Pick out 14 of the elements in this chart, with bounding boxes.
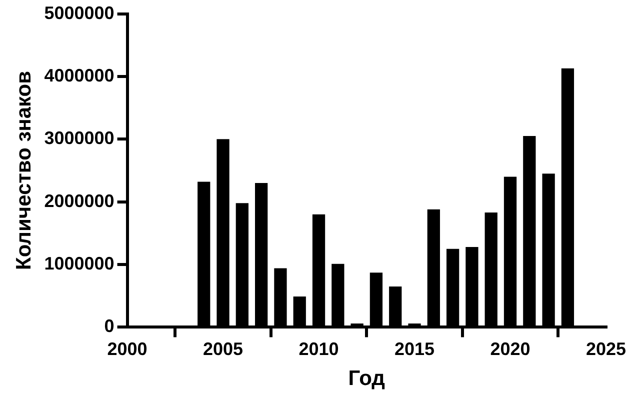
y-tick-label: 3000000: [44, 128, 114, 148]
x-tick-label: 2020: [490, 338, 530, 359]
y-tick-label: 4000000: [44, 65, 114, 86]
x-tick-label: 2005: [202, 338, 244, 359]
y-axis-title: Количество знаков: [12, 70, 36, 270]
y-tick-label: 2000000: [44, 190, 114, 211]
y-tick-label: 5000000: [44, 2, 114, 23]
x-tick-label: 2010: [298, 338, 339, 359]
x-tick-label: 2025: [586, 338, 626, 359]
x-tick-label: 2015: [394, 338, 435, 359]
x-tick-label: 2000: [107, 338, 148, 359]
x-axis-title: Год: [348, 367, 386, 390]
y-tick-label: 1000000: [44, 253, 114, 274]
y-tick-label: 0: [104, 316, 114, 336]
